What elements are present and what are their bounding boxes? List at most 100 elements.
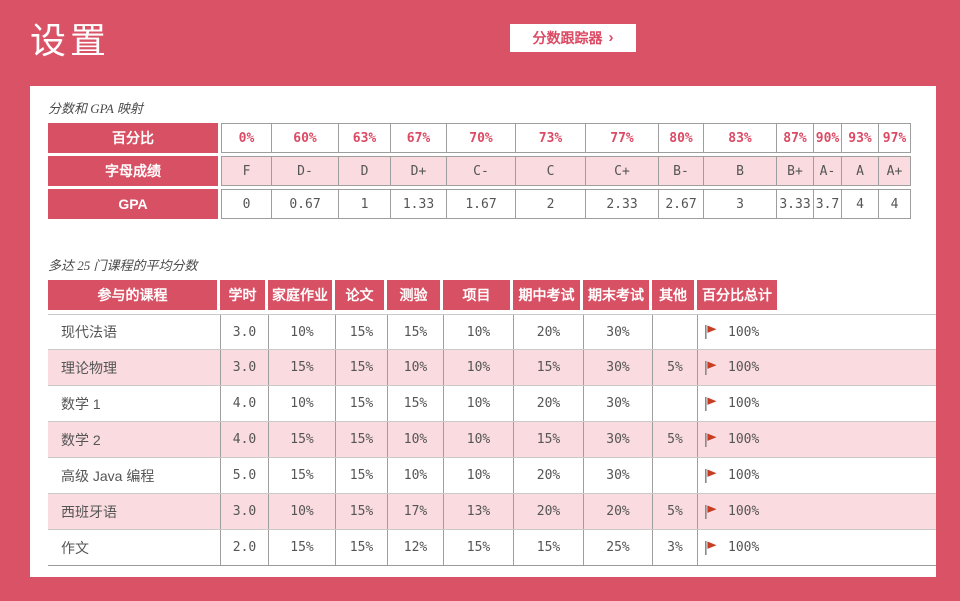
gpa-cell: A+: [878, 156, 911, 186]
cell-essay: 15%: [335, 386, 387, 421]
gpa-row-header: 百分比: [48, 123, 218, 153]
gpa-cell: B+: [776, 156, 813, 186]
total-value: 100%: [728, 468, 760, 483]
cell-final: 30%: [583, 422, 652, 457]
cell-total: 100%: [697, 350, 777, 385]
gpa-cell: 63%: [338, 123, 390, 153]
gpa-table-row: 字母成绩 F D- D D+ C- C C+ B- B B+ A- A A+: [48, 156, 936, 186]
total-value: 100%: [728, 540, 760, 555]
cell-credits: 3.0: [220, 494, 268, 529]
gpa-cell: B: [703, 156, 776, 186]
gpa-cell: 1: [338, 189, 390, 219]
gpa-cell: 3: [703, 189, 776, 219]
cell-course: 数学 2: [61, 431, 101, 448]
gpa-cell: 0: [221, 189, 271, 219]
cell-course: 作文: [61, 539, 89, 556]
cell-midterm: 20%: [513, 458, 583, 493]
cell-total: 100%: [697, 458, 777, 493]
cell-project: 10%: [443, 458, 513, 493]
cell-homework: 15%: [268, 458, 335, 493]
cell-essay: 15%: [335, 530, 387, 565]
cell-quiz: 10%: [387, 422, 443, 457]
gpa-cell: F: [221, 156, 271, 186]
cell-other: 3%: [652, 530, 697, 565]
courses-column-header: 参与的课程: [48, 280, 217, 310]
flag-icon: [705, 360, 717, 375]
cell-essay: 15%: [335, 315, 387, 349]
cell-total: 100%: [697, 530, 777, 565]
cell-final: 20%: [583, 494, 652, 529]
gpa-cell: C-: [446, 156, 515, 186]
cell-project: 10%: [443, 315, 513, 349]
gpa-cell: 87%: [776, 123, 813, 153]
gpa-cell: 83%: [703, 123, 776, 153]
gpa-cell: B-: [658, 156, 703, 186]
gpa-cell: 4: [878, 189, 911, 219]
gpa-row-header: GPA: [48, 189, 218, 219]
cell-midterm: 20%: [513, 386, 583, 421]
cell-course: 西班牙语: [61, 503, 117, 520]
flag-icon: [705, 396, 717, 411]
score-tracker-button-label: 分数跟踪器: [532, 30, 603, 46]
cell-project: 10%: [443, 422, 513, 457]
cell-course: 高级 Java 编程: [61, 467, 155, 484]
cell-project: 10%: [443, 386, 513, 421]
cell-quiz: 17%: [387, 494, 443, 529]
courses-table-header-row: 参与的课程 学时 家庭作业 论文 测验 项目 期中考试 期末考试 其他 百分比总计: [48, 280, 936, 310]
cell-total: 100%: [697, 315, 777, 349]
total-value: 100%: [728, 432, 760, 447]
courses-table-title: 多达 25 门课程的平均分数: [48, 258, 198, 273]
cell-quiz: 15%: [387, 386, 443, 421]
cell-midterm: 15%: [513, 422, 583, 457]
cell-homework: 10%: [268, 315, 335, 349]
gpa-cell: 80%: [658, 123, 703, 153]
cell-project: 15%: [443, 530, 513, 565]
cell-homework: 15%: [268, 530, 335, 565]
gpa-cell: 3.7: [813, 189, 841, 219]
cell-midterm: 20%: [513, 494, 583, 529]
cell-final: 25%: [583, 530, 652, 565]
cell-final: 30%: [583, 386, 652, 421]
gpa-table-row: GPA 0 0.67 1 1.33 1.67 2 2.33 2.67 3 3.33 3.7 4 4: [48, 189, 936, 219]
gpa-cell: 0%: [221, 123, 271, 153]
cell-quiz: 15%: [387, 315, 443, 349]
table-row: 数学 2 4.0 15% 15% 10% 10% 15% 30% 5% 100%: [48, 422, 936, 458]
total-value: 100%: [728, 504, 760, 519]
gpa-mapping-table: 百分比 0% 60% 63% 67% 70% 73% 77% 80% 83% 87% 90% 93% 97…: [48, 123, 936, 219]
cell-total: 100%: [697, 422, 777, 457]
table-row: 西班牙语 3.0 10% 15% 17% 13% 20% 20% 5% 100%: [48, 494, 936, 530]
courses-column-header: 期末考试: [583, 280, 649, 310]
gpa-cell: 0.67: [271, 189, 338, 219]
score-tracker-button[interactable]: 分数跟踪器 ›: [510, 24, 636, 52]
table-row: 高级 Java 编程 5.0 15% 15% 10% 10% 20% 30% 100%: [48, 458, 936, 494]
gpa-cell: A: [841, 156, 878, 186]
courses-column-header: 家庭作业: [268, 280, 332, 310]
flag-icon: [705, 540, 717, 555]
cell-other: 5%: [652, 422, 697, 457]
cell-homework: 10%: [268, 386, 335, 421]
gpa-cell: 70%: [446, 123, 515, 153]
cell-course: 现代法语: [61, 324, 117, 340]
chevron-right-icon: ›: [608, 29, 614, 46]
total-value: 100%: [728, 324, 760, 340]
flag-icon: [705, 468, 717, 483]
cell-midterm: 20%: [513, 315, 583, 349]
cell-quiz: 12%: [387, 530, 443, 565]
cell-homework: 10%: [268, 494, 335, 529]
cell-final: 30%: [583, 458, 652, 493]
cell-other: 5%: [652, 494, 697, 529]
cell-credits: 3.0: [220, 315, 268, 349]
courses-column-header: 学时: [220, 280, 265, 310]
gpa-cell: 90%: [813, 123, 841, 153]
cell-final: 30%: [583, 350, 652, 385]
courses-column-header: 其他: [652, 280, 694, 310]
gpa-cell: C: [515, 156, 585, 186]
cell-credits: 4.0: [220, 386, 268, 421]
cell-other: [652, 458, 697, 493]
cell-homework: 15%: [268, 422, 335, 457]
cell-credits: 5.0: [220, 458, 268, 493]
gpa-cell: 67%: [390, 123, 446, 153]
gpa-mapping-title: 分数和 GPA 映射: [48, 101, 143, 116]
cell-total: 100%: [697, 386, 777, 421]
courses-column-header: 论文: [335, 280, 384, 310]
